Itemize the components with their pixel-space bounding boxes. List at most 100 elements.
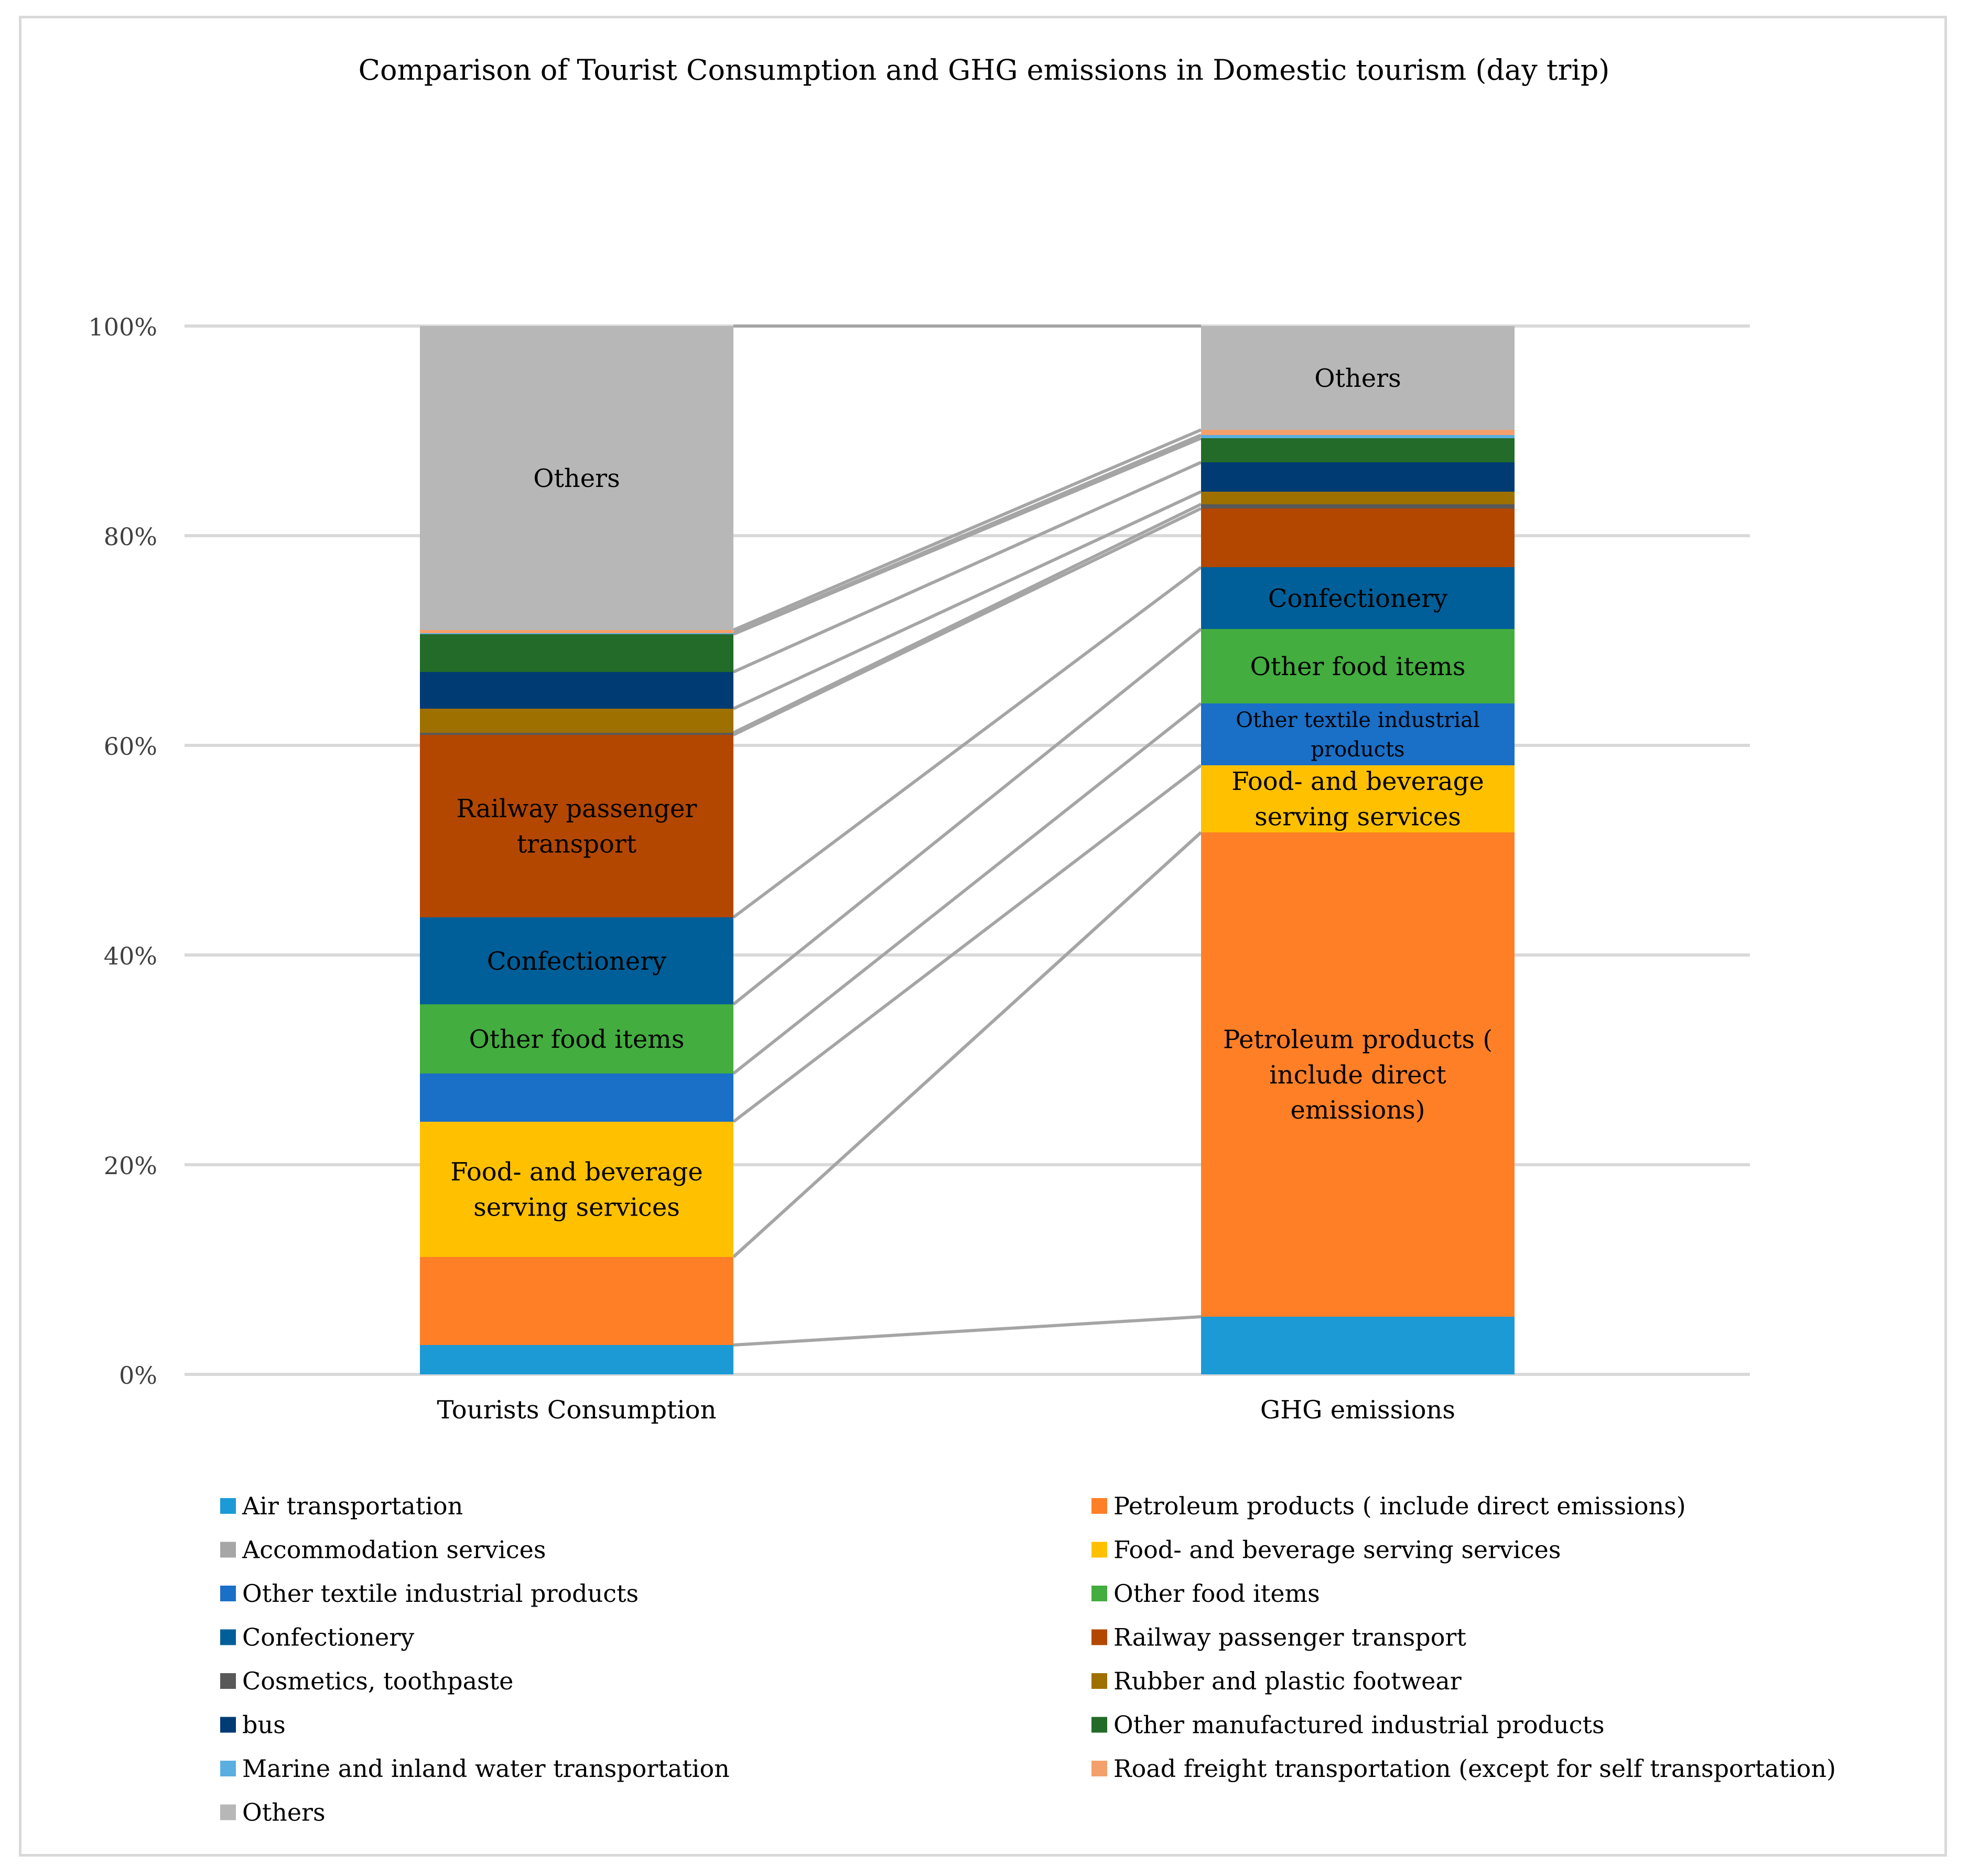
legend-swatch bbox=[1091, 1717, 1107, 1733]
bar-segment bbox=[1201, 462, 1515, 492]
segment-data-label: Food- and beverage serving services bbox=[450, 1157, 703, 1222]
legend-item: bus bbox=[220, 1711, 286, 1739]
legend-item: Railway passenger transport bbox=[1091, 1623, 1466, 1652]
segment-data-label: Others bbox=[533, 464, 620, 493]
segment-data-label: Others bbox=[1314, 364, 1401, 393]
segment-data-label: Other textile industrial products bbox=[1236, 708, 1480, 762]
legend-label: Road freight transportation (except for … bbox=[1113, 1754, 1836, 1783]
bar-segment bbox=[420, 735, 733, 917]
segment-data-label: Confectionery bbox=[1268, 584, 1448, 613]
series-connector-line bbox=[732, 831, 1203, 1259]
bar-segment bbox=[420, 733, 733, 735]
legend-label: Accommodation services bbox=[242, 1536, 546, 1564]
series-connector-line bbox=[732, 566, 1202, 919]
legend-swatch bbox=[1091, 1673, 1107, 1689]
bar-segment bbox=[420, 634, 733, 672]
legend-swatch bbox=[1091, 1586, 1107, 1601]
x-tick-label: GHG emissions bbox=[1260, 1395, 1455, 1425]
bar-segment bbox=[420, 630, 733, 633]
bar-segment bbox=[1201, 430, 1515, 435]
legend-item: Others bbox=[220, 1798, 326, 1827]
segment-data-label: Confectionery bbox=[487, 947, 667, 976]
legend: Air transportation Petroleum products ( i… bbox=[220, 1492, 1836, 1827]
legend-label: Food- and beverage serving services bbox=[1113, 1536, 1561, 1564]
legend-label: Petroleum products ( include direct emis… bbox=[1113, 1492, 1686, 1520]
bar-segment bbox=[1201, 629, 1515, 703]
bar-segment bbox=[420, 1257, 733, 1345]
series-connector-line bbox=[732, 428, 1202, 632]
segment-data-label: Petroleum products (include direct emissi… bbox=[1223, 1025, 1493, 1125]
series-connector-line bbox=[732, 627, 1202, 1006]
legend-label: Cosmetics, toothpaste bbox=[242, 1667, 513, 1695]
series-connector-line bbox=[732, 490, 1202, 710]
bar-segment bbox=[420, 917, 733, 1004]
series-connector-line bbox=[732, 764, 1202, 1123]
legend-item: Confectionery bbox=[220, 1623, 414, 1652]
legend-item: Accommodation services bbox=[220, 1536, 546, 1564]
chart-title: Comparison of Tourist Consumption and GH… bbox=[359, 53, 1610, 86]
bar-segment bbox=[420, 1122, 733, 1257]
bar-segment bbox=[420, 1345, 733, 1374]
bar-segment bbox=[420, 1073, 733, 1122]
bar-segment bbox=[1201, 765, 1515, 832]
series-connector-line bbox=[733, 1315, 1202, 1347]
legend-item: Petroleum products ( include direct emis… bbox=[1091, 1492, 1686, 1520]
legend-label: Other textile industrial products bbox=[242, 1579, 639, 1608]
legend-item: Air transportation bbox=[220, 1492, 463, 1520]
segment-data-label: Other food items bbox=[469, 1025, 685, 1054]
bar-segment bbox=[420, 1004, 733, 1073]
x-tick-label: Tourists Consumption bbox=[437, 1395, 717, 1425]
bar-segment bbox=[1201, 492, 1515, 504]
legend-label: Confectionery bbox=[242, 1623, 414, 1652]
segment-data-label: Other food items bbox=[1250, 652, 1466, 681]
bar-segment bbox=[420, 326, 733, 630]
y-tick-label: 80% bbox=[104, 523, 157, 551]
legend-label: Others bbox=[242, 1798, 326, 1827]
legend-swatch bbox=[1091, 1629, 1107, 1645]
legend-swatch bbox=[1091, 1761, 1107, 1776]
bar-segment bbox=[1201, 567, 1515, 629]
legend-label: Railway passenger transport bbox=[1113, 1623, 1466, 1652]
bar-segment bbox=[1201, 504, 1515, 508]
bar-segment bbox=[1201, 832, 1515, 1317]
bar-segment bbox=[420, 709, 733, 733]
legend-swatch bbox=[220, 1629, 236, 1645]
series-connector-line bbox=[732, 507, 1202, 736]
series-connector-line bbox=[732, 433, 1202, 635]
legend-label: Air transportation bbox=[242, 1492, 463, 1520]
segment-labels: Food- and beverage serving services Other … bbox=[450, 364, 1493, 1222]
y-tick-label: 0% bbox=[119, 1361, 157, 1390]
legend-item: Marine and inland water transportation bbox=[220, 1754, 730, 1783]
legend-label: Rubber and plastic footwear bbox=[1113, 1667, 1462, 1695]
y-tick-label: 40% bbox=[104, 942, 157, 970]
bar-segment bbox=[1201, 1317, 1515, 1374]
legend-swatch bbox=[220, 1673, 236, 1689]
legend-item: Cosmetics, toothpaste bbox=[220, 1667, 513, 1695]
legend-swatch bbox=[1091, 1542, 1107, 1558]
series-connector-line bbox=[732, 503, 1202, 734]
bar-segment bbox=[1201, 508, 1515, 567]
chart-frame bbox=[19, 16, 1947, 1857]
bar-segment bbox=[420, 672, 733, 709]
legend-label: Other food items bbox=[1113, 1579, 1320, 1608]
legend-swatch bbox=[1091, 1498, 1107, 1514]
bar-segment bbox=[420, 633, 733, 634]
series-connector-line bbox=[732, 702, 1202, 1075]
y-tick-label: 100% bbox=[88, 313, 157, 341]
y-tick-label: 60% bbox=[104, 732, 157, 761]
legend-label: bus bbox=[242, 1711, 286, 1739]
bar-segment bbox=[1201, 435, 1515, 438]
legend-label: Other manufactured industrial products bbox=[1113, 1711, 1605, 1739]
bars bbox=[420, 326, 1515, 1374]
legend-item: Other textile industrial products bbox=[220, 1579, 639, 1608]
axes: 0% 20% 40% 60% 80% 100% Tourists Consumption GH… bbox=[88, 313, 1455, 1425]
series-connector-line bbox=[732, 461, 1202, 674]
y-tick-label: 20% bbox=[104, 1152, 157, 1180]
legend-swatch bbox=[220, 1498, 236, 1514]
legend-label: Marine and inland water transportation bbox=[242, 1754, 730, 1783]
legend-swatch bbox=[220, 1586, 236, 1601]
legend-item: Other manufactured industrial products bbox=[1091, 1711, 1605, 1739]
legend-item: Rubber and plastic footwear bbox=[1091, 1667, 1462, 1695]
legend-swatch bbox=[220, 1542, 236, 1558]
